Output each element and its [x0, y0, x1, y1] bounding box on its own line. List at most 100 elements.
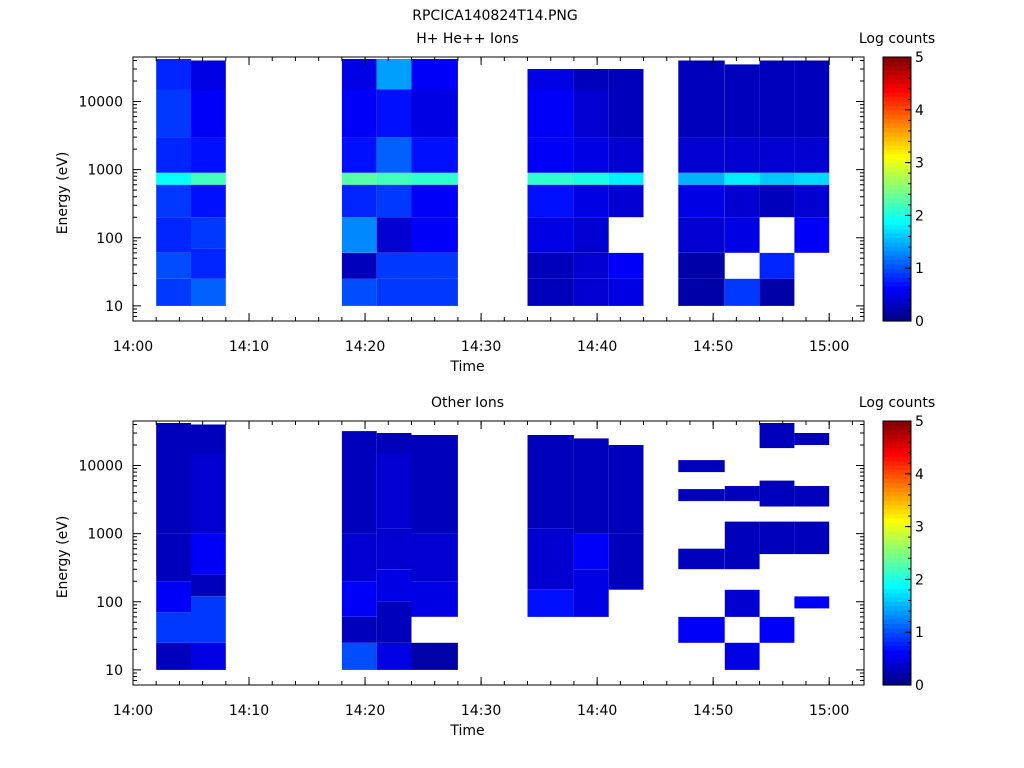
x-axis-label: Time: [449, 723, 484, 739]
heatmap-cell: [527, 528, 574, 590]
colorbar-swatch: [883, 307, 911, 313]
heatmap-cell: [191, 172, 226, 185]
colorbar-swatch: [883, 482, 911, 488]
y-tick-label: 10000: [78, 459, 123, 475]
heatmap-cell: [411, 89, 458, 138]
y-tick-label: 100: [96, 595, 123, 611]
colorbar-swatch: [883, 114, 911, 120]
heatmap-cell: [573, 569, 609, 617]
heatmap-cell: [411, 252, 458, 279]
heatmap-cell: [794, 184, 830, 218]
colorbar-swatch: [883, 601, 911, 607]
colorbar-tick-label: 0: [915, 678, 924, 694]
heatmap-cell: [341, 642, 377, 670]
heatmap-cell: [573, 69, 609, 90]
heatmap-cell: [573, 438, 609, 534]
colorbar-swatch: [883, 263, 911, 269]
colorbar-swatch: [883, 70, 911, 76]
heatmap-cell: [573, 278, 609, 306]
x-tick-label: 15:00: [809, 703, 849, 719]
colorbar-swatch: [883, 184, 911, 190]
heatmap-cell: [678, 89, 725, 138]
colorbar-swatch: [883, 241, 911, 247]
heatmap-cell: [527, 217, 574, 253]
colorbar-label: Log counts: [859, 395, 935, 411]
heatmap-cell: [341, 252, 377, 279]
heatmap-cell: [759, 521, 795, 555]
heatmap-cell: [411, 533, 458, 582]
colorbar-swatch: [883, 316, 911, 322]
colorbar-swatch: [883, 215, 911, 221]
heatmap-cell: [191, 424, 226, 454]
heatmap-cell: [411, 184, 458, 218]
colorbar-swatch: [883, 592, 911, 598]
heatmap-cell: [341, 533, 377, 582]
heatmap-cell: [678, 172, 725, 185]
x-tick-label: 14:20: [345, 703, 385, 719]
heatmap-cell: [191, 248, 226, 279]
heatmap-cell: [191, 89, 226, 138]
heatmap-cell: [191, 574, 226, 597]
colorbar-swatch: [883, 465, 911, 470]
colorbar-swatch: [883, 548, 911, 554]
heatmap-cell: [376, 184, 412, 218]
colorbar-swatch: [883, 438, 911, 444]
colorbar-swatch: [883, 623, 911, 629]
heatmap-cell: [156, 533, 191, 582]
colorbar-swatch: [883, 233, 911, 238]
colorbar-tick-label: 1: [915, 261, 924, 277]
colorbar-swatch: [883, 575, 911, 580]
colorbar-swatch: [883, 526, 911, 532]
heatmap-cell: [759, 423, 795, 449]
colorbar-swatch: [883, 610, 911, 616]
heatmap-cell: [759, 616, 795, 643]
colorbar-swatch: [883, 268, 911, 274]
colorbar-swatch: [883, 237, 911, 243]
colorbar-swatch: [883, 478, 911, 484]
heatmap-cell: [608, 252, 644, 279]
heatmap-cell: [341, 89, 377, 138]
heatmap-cell: [376, 137, 412, 173]
heatmap-cell: [678, 460, 725, 473]
y-tick-label: 100: [96, 231, 123, 247]
heatmap-cell: [527, 172, 574, 185]
heatmap-cell: [156, 453, 191, 534]
colorbar-tick-label: 2: [915, 572, 924, 588]
heatmap-cell: [191, 596, 226, 643]
colorbar-swatch: [883, 211, 911, 216]
heatmap-cell: [156, 89, 191, 138]
heatmap-cell: [376, 278, 412, 306]
heatmap-cell: [527, 137, 574, 173]
colorbar-swatch: [883, 447, 911, 453]
colorbar-tick-label: 5: [915, 50, 924, 66]
x-tick-label: 14:30: [461, 703, 501, 719]
colorbar-swatch: [883, 632, 911, 638]
heatmap-cell: [376, 433, 412, 454]
heatmap-cell: [527, 69, 574, 90]
heatmap-cell: [411, 581, 458, 617]
heatmap-cell: [156, 278, 191, 306]
colorbar-swatch: [883, 87, 911, 93]
colorbar-swatch: [883, 605, 911, 611]
colorbar-swatch: [883, 667, 911, 673]
heatmap-cell: [156, 581, 191, 613]
colorbar-swatch: [883, 193, 911, 199]
heatmap-cell: [341, 217, 377, 253]
heatmap-cell: [794, 172, 830, 185]
heatmap-cell: [156, 612, 191, 643]
colorbar-swatch: [883, 228, 911, 234]
heatmap-cell: [759, 278, 795, 306]
x-tick-label: 14:00: [113, 339, 153, 355]
colorbar-swatch: [883, 290, 911, 296]
colorbar-swatch: [883, 570, 911, 576]
heatmap-cell: [794, 217, 830, 253]
heatmap-cell: [376, 89, 412, 138]
y-axis-label: Energy (eV): [55, 152, 71, 235]
colorbar-swatch: [883, 583, 911, 589]
heatmap-cell: [573, 533, 609, 570]
heatmap-cell: [376, 528, 412, 570]
colorbar-swatch: [883, 473, 911, 479]
heatmap-cell: [341, 616, 377, 643]
colorbar-swatch: [883, 614, 911, 620]
